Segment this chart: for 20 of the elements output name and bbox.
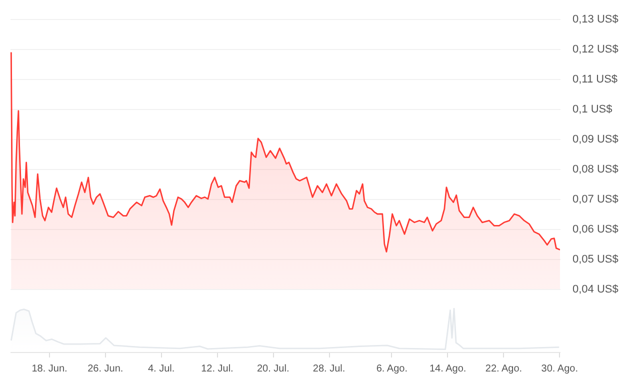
y-tick-label: 0,13 US$	[572, 14, 618, 26]
x-tick-label: 20. Jul.	[257, 364, 290, 374]
x-tick-label: 28. Jul.	[312, 364, 346, 374]
y-tick-label: 0,11 US$	[572, 74, 618, 86]
y-tick-label: 0,05 US$	[572, 254, 618, 266]
y-tick-label: 0,04 US$	[572, 284, 618, 296]
x-tick-label: 18. Jun.	[32, 364, 68, 374]
y-tick-label: 0,06 US$	[572, 224, 618, 236]
x-tick-label: 26. Jun.	[88, 364, 124, 374]
x-tick-label: 22. Ago.	[485, 364, 522, 374]
x-tick-label: 30. Ago.	[541, 364, 578, 374]
y-tick-label: 0,1 US$	[572, 104, 612, 116]
y-tick-label: 0,07 US$	[572, 194, 618, 206]
y-tick-label: 0,09 US$	[572, 134, 618, 146]
y-tick-label: 0,12 US$	[572, 44, 618, 56]
x-tick-label: 6. Ago.	[376, 364, 408, 374]
x-tick-label: 12. Jul.	[201, 364, 234, 374]
x-tick-label: 14. Ago.	[429, 364, 466, 374]
x-tick-label: 4. Jul.	[148, 364, 175, 374]
y-tick-label: 0,08 US$	[572, 164, 618, 176]
